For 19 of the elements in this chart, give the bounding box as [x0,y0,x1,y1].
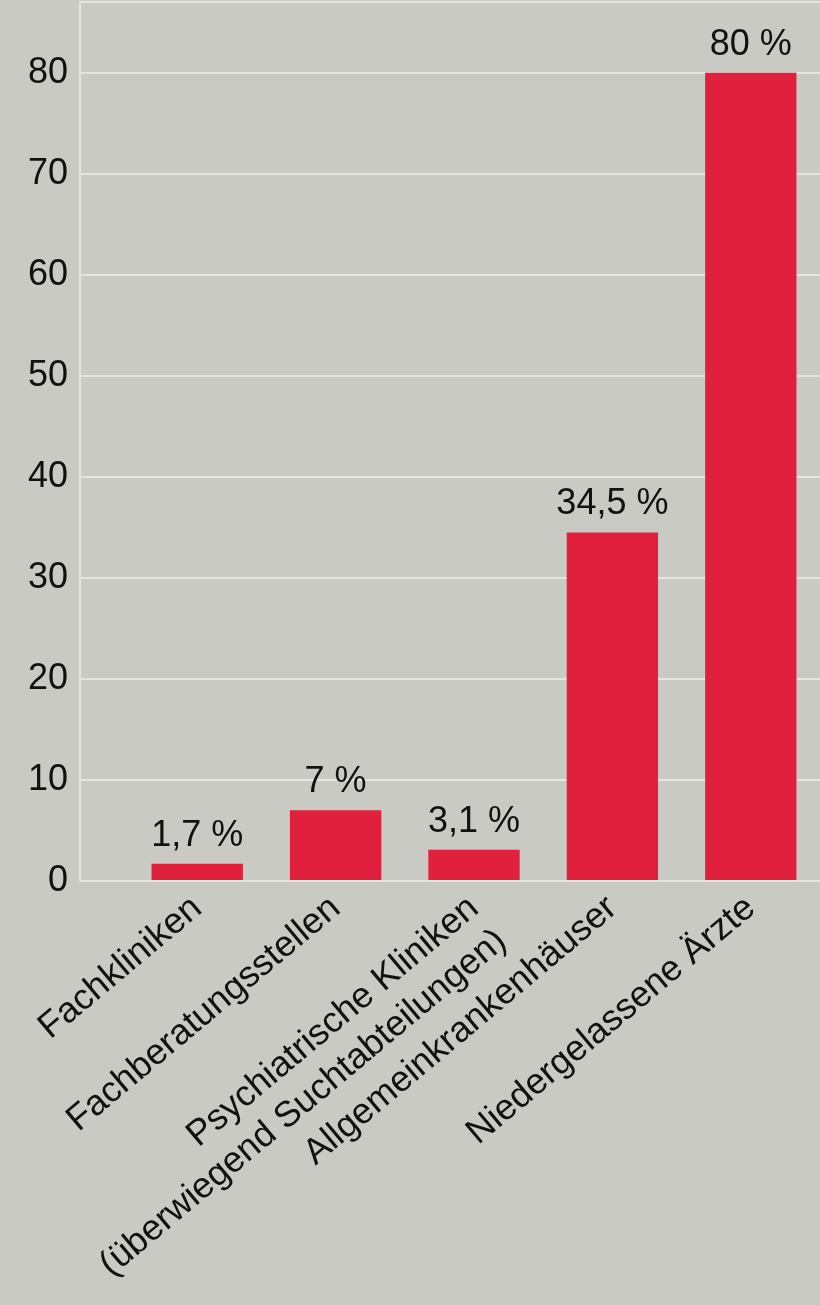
y-tick-label: 10 [27,756,68,798]
bar [566,532,659,880]
y-tick-label: 20 [27,655,68,697]
bar [705,72,797,880]
data-label: 80 % [709,21,792,63]
y-tick-label: 80 [27,49,68,91]
bar [428,849,520,880]
y-tick-label: 70 [27,150,68,192]
y-tick-label: 0 [47,857,68,899]
data-label: 3,1 % [427,798,521,840]
y-tick-label: 30 [27,554,68,596]
bar [151,863,243,880]
bar [289,810,382,880]
y-tick-label: 50 [27,352,68,394]
data-label: 34,5 % [556,481,669,523]
data-label: 1,7 % [151,812,244,854]
data-label: 7 % [304,759,367,801]
y-tick-label: 40 [27,453,68,495]
y-tick-label: 60 [27,251,68,293]
